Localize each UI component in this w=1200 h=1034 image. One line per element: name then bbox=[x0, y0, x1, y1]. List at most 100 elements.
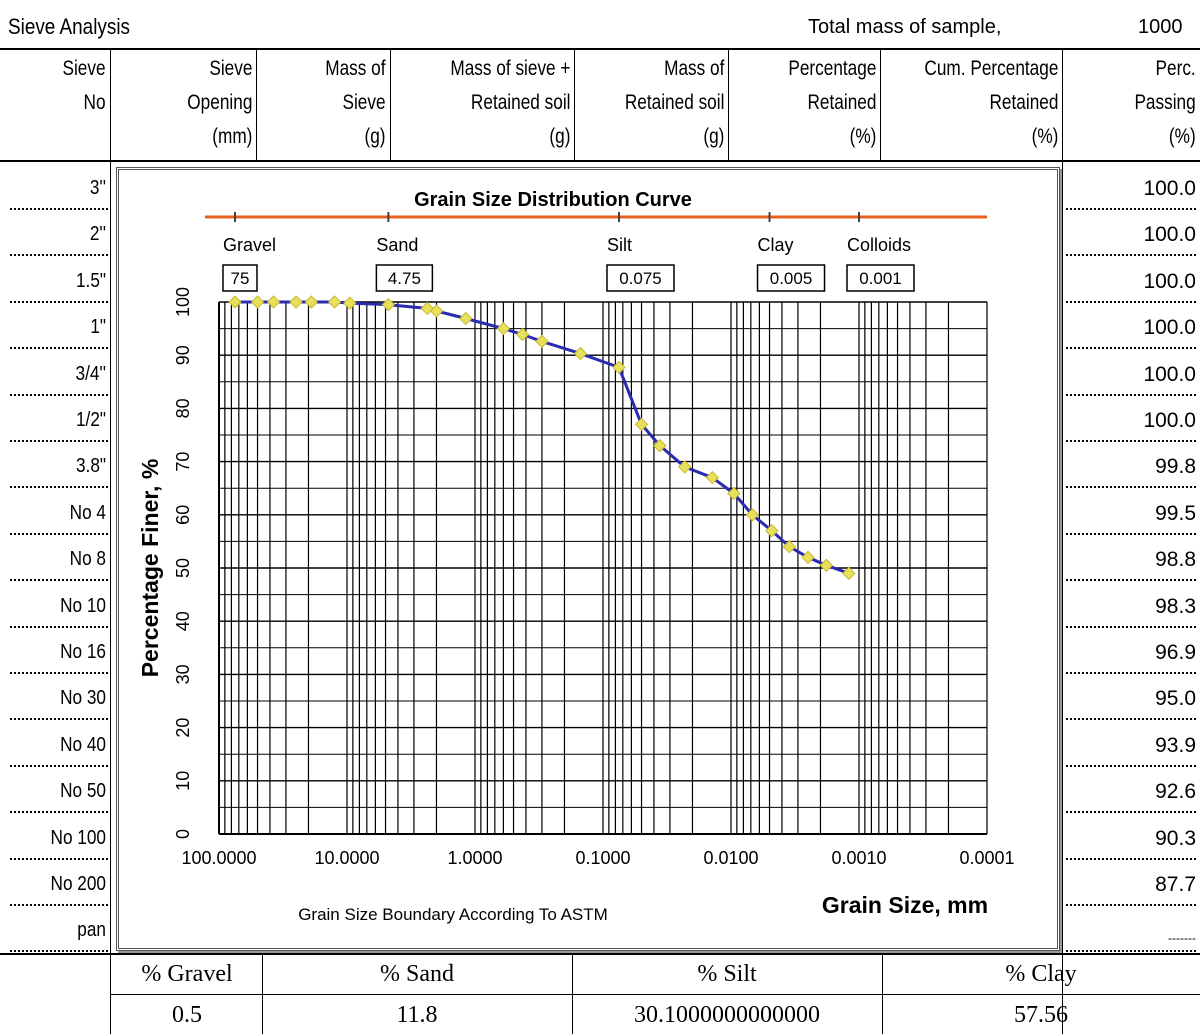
header-sieve-no: Sieve No bbox=[62, 57, 106, 114]
row-sieve-label: 1" bbox=[90, 316, 106, 339]
row-perc-passing[interactable]: 100.0 bbox=[1143, 362, 1196, 386]
row-perc-passing[interactable]: 98.3 bbox=[1155, 594, 1196, 618]
boundary-value-box bbox=[375, 264, 434, 292]
row-dotted-rule bbox=[1066, 579, 1196, 582]
row-dotted-rule bbox=[10, 440, 108, 442]
data-point bbox=[381, 297, 396, 312]
data-point bbox=[677, 460, 692, 474]
summary-header-silt: % Silt bbox=[697, 961, 757, 987]
data-point bbox=[727, 486, 741, 501]
header-top-border bbox=[0, 48, 1200, 50]
data-point bbox=[634, 417, 649, 432]
summary-mid-border bbox=[110, 994, 1200, 995]
header-bottom-border bbox=[0, 160, 1200, 162]
row-dotted-rule bbox=[1066, 347, 1196, 350]
summary-header-clay: % Clay bbox=[1005, 961, 1077, 987]
total-mass-value[interactable]: 1000 bbox=[1138, 16, 1183, 38]
row-sieve-label: No 200 bbox=[50, 873, 106, 895]
summary-top-border bbox=[0, 953, 1200, 955]
row-perc-passing[interactable]: 92.6 bbox=[1155, 780, 1196, 804]
grain-size-chart[interactable]: Grain Size Distribution Curve Gravel 75 San… bbox=[116, 167, 1060, 951]
row-perc-passing[interactable]: 90.3 bbox=[1155, 826, 1196, 850]
data-point bbox=[515, 327, 530, 342]
row-dotted-rule bbox=[1066, 672, 1196, 674]
summary-value-silt[interactable]: 30.1000000000000 bbox=[634, 1002, 820, 1028]
row-dotted-rule bbox=[10, 579, 108, 582]
y-tick-label: 60 bbox=[173, 505, 193, 525]
y-tick-label: 80 bbox=[173, 398, 193, 418]
row-dotted-rule bbox=[10, 486, 108, 489]
row-sieve-label: 1/2" bbox=[75, 409, 106, 431]
row-perc-passing[interactable]: 98.8 bbox=[1155, 548, 1196, 572]
data-point bbox=[782, 540, 797, 554]
grain-size-chart-svg: Grain Size Distribution Curve Gravel 75 San… bbox=[137, 189, 1015, 924]
chart-title: Grain Size Distribution Curve bbox=[414, 189, 692, 211]
column-divider bbox=[390, 50, 391, 162]
data-point bbox=[745, 508, 760, 522]
summary-value-clay[interactable]: 57.56 bbox=[1014, 1002, 1068, 1028]
row-perc-passing[interactable]: ------- bbox=[1168, 931, 1196, 946]
x-tick-label: 100.0000 bbox=[181, 848, 256, 868]
row-perc-passing[interactable]: 99.8 bbox=[1155, 455, 1196, 479]
x-tick-label: 0.0001 bbox=[959, 848, 1014, 868]
data-point bbox=[496, 321, 511, 336]
row-dotted-rule bbox=[1066, 950, 1196, 953]
row-sieve-label: No 100 bbox=[50, 826, 106, 849]
row-dotted-rule bbox=[10, 904, 108, 906]
row-perc-passing[interactable]: 100.0 bbox=[1143, 316, 1196, 340]
summary-divider bbox=[262, 955, 263, 1034]
row-perc-passing[interactable]: 96.9 bbox=[1155, 641, 1196, 664]
y-tick-label: 70 bbox=[173, 452, 193, 472]
row-dotted-rule bbox=[10, 764, 108, 767]
summary-divider bbox=[882, 955, 883, 1034]
data-point bbox=[819, 558, 834, 573]
row-perc-passing[interactable]: 99.5 bbox=[1155, 501, 1196, 525]
data-point bbox=[266, 295, 281, 309]
row-dotted-rule bbox=[10, 625, 108, 628]
summary-value-gravel[interactable]: 0.5 bbox=[172, 1002, 202, 1028]
data-point bbox=[653, 438, 667, 453]
summary-value-sand[interactable]: 11.8 bbox=[396, 1002, 438, 1028]
data-point bbox=[327, 295, 342, 309]
row-perc-passing[interactable]: 100.0 bbox=[1143, 409, 1196, 432]
y-tick-label: 20 bbox=[173, 718, 193, 738]
data-point bbox=[801, 550, 815, 565]
row-sieve-label: No 40 bbox=[60, 733, 106, 756]
row-sieve-label: No 30 bbox=[60, 687, 106, 710]
y-tick-label: 100 bbox=[173, 287, 193, 317]
header-perc-passing: Perc. Passing (%) bbox=[1134, 57, 1196, 148]
data-point bbox=[228, 295, 242, 309]
boundary-name: Gravel bbox=[223, 235, 276, 255]
x-tick-label: 0.0010 bbox=[831, 848, 886, 868]
header-mass-of-sieve: Mass of Sieve (g) bbox=[325, 57, 386, 148]
row-perc-passing[interactable]: 100.0 bbox=[1143, 177, 1196, 200]
column-divider bbox=[256, 50, 257, 162]
y-tick-label: 50 bbox=[173, 558, 193, 578]
header-percentage-retained: Percentage Retained (%) bbox=[787, 57, 876, 148]
summary-divider bbox=[572, 955, 573, 1034]
row-dotted-rule bbox=[1066, 254, 1196, 257]
x-tick-label: 0.1000 bbox=[575, 848, 630, 868]
sheet-title: Sieve Analysis bbox=[8, 14, 130, 39]
row-perc-passing[interactable]: 100.0 bbox=[1143, 223, 1196, 247]
boundary-value: 0.075 bbox=[619, 269, 662, 288]
row-sieve-label: 3'' bbox=[89, 177, 106, 199]
column-divider bbox=[728, 50, 729, 162]
row-perc-passing[interactable]: 95.0 bbox=[1155, 687, 1196, 711]
boundary-name: Colloids bbox=[847, 235, 911, 255]
data-point bbox=[429, 304, 444, 318]
row-sieve-label: pan bbox=[77, 919, 106, 942]
row-dotted-rule bbox=[10, 300, 108, 303]
row-perc-passing[interactable]: 93.9 bbox=[1155, 733, 1196, 757]
column-divider bbox=[880, 50, 881, 162]
row-perc-passing[interactable]: 87.7 bbox=[1155, 873, 1196, 896]
x-tick-label: 1.0000 bbox=[447, 848, 502, 868]
row-perc-passing[interactable]: 100.0 bbox=[1143, 269, 1196, 293]
row-dotted-rule bbox=[10, 950, 108, 953]
row-dotted-rule bbox=[1066, 904, 1196, 906]
boundary-name: Sand bbox=[376, 235, 418, 255]
y-tick-label: 0 bbox=[173, 829, 193, 839]
row-dotted-rule bbox=[1066, 718, 1196, 721]
row-dotted-rule bbox=[1066, 764, 1196, 767]
row-sieve-label: 2'' bbox=[89, 223, 106, 246]
